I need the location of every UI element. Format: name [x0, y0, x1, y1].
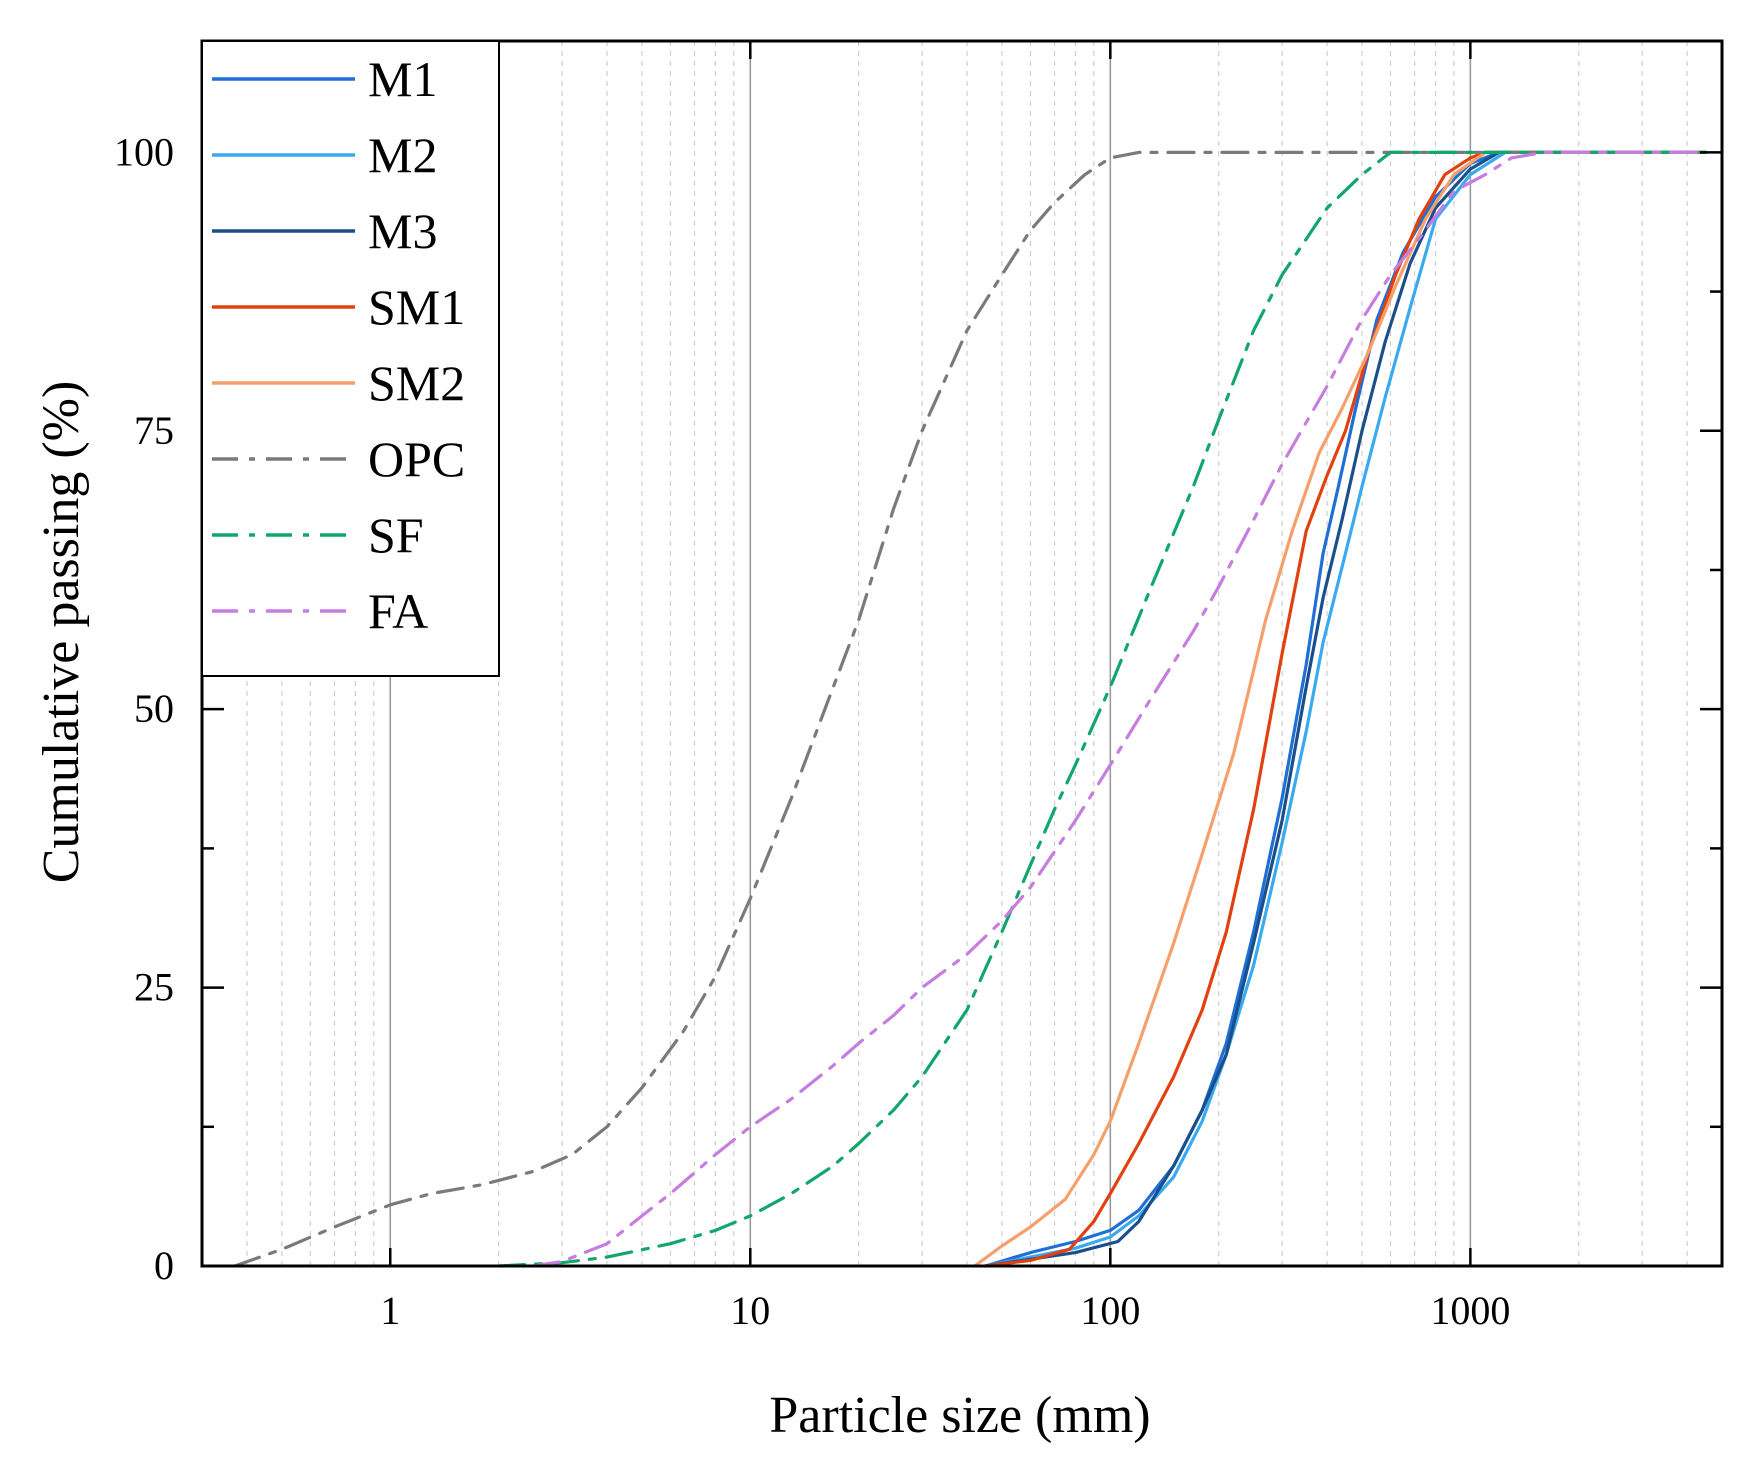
legend-label-opc: OPC: [368, 431, 465, 487]
series-line-opc: [233, 150, 1708, 1268]
legend-label-m3: M3: [368, 203, 437, 259]
series-line-m3: [983, 150, 1708, 1268]
legend-items: M1 M2 M3 SM1 SM2 OPC SF FA: [212, 51, 465, 639]
y-tick-label: 25: [134, 965, 174, 1010]
y-tick-label: 50: [134, 686, 174, 731]
axis-ticks: [202, 41, 1722, 1268]
x-tick-label: 10: [730, 1288, 770, 1333]
series-line-fa: [531, 150, 1708, 1268]
y-tick-label: 75: [134, 408, 174, 453]
legend-label-sf: SF: [368, 507, 424, 563]
legend-box: [201, 40, 500, 677]
legend-label-m2: M2: [368, 127, 437, 183]
legend-label-m1: M1: [368, 51, 437, 107]
legend: M1 M2 M3 SM1 SM2 OPC SF FA: [201, 40, 500, 677]
x-tick-label: 1000: [1430, 1288, 1510, 1333]
y-axis-title: Cumulative passing (%): [33, 381, 90, 884]
y-tick-label: 0: [154, 1243, 174, 1288]
x-axis-title: Particle size (mm): [769, 1387, 1150, 1444]
x-tick-label: 100: [1080, 1288, 1140, 1333]
x-tick-label: 1: [380, 1288, 400, 1333]
y-tick-label: 100: [114, 129, 174, 174]
series-line-sm2: [973, 150, 1708, 1268]
axis-tick-labels: 1 10 100 1000 0 25 50 75 100: [114, 129, 1510, 1333]
legend-label-sm1: SM1: [368, 279, 465, 335]
series-line-m2: [983, 150, 1708, 1268]
series-line-m1: [983, 150, 1708, 1268]
legend-label-sm2: SM2: [368, 355, 465, 411]
series-line-sf: [497, 150, 1708, 1268]
series-line-sm1: [983, 150, 1708, 1268]
legend-label-fa: FA: [368, 583, 428, 639]
series-lines: [233, 150, 1708, 1268]
